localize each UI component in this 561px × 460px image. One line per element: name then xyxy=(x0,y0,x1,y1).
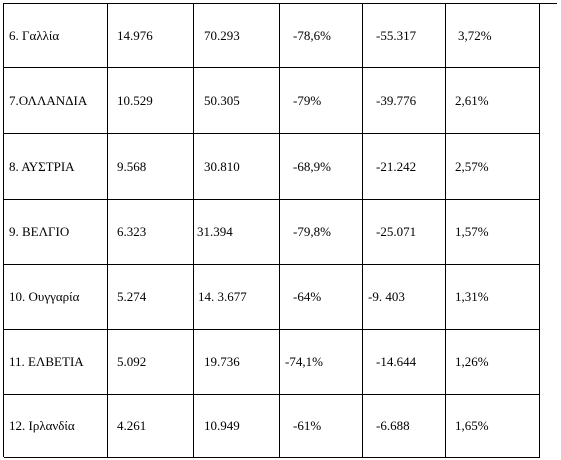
table-cell-share-cell: 1,65% xyxy=(446,395,540,458)
table-cell-percent-change-cell: -61% xyxy=(280,395,363,458)
table-cell-value-cell-1: 10.529 xyxy=(108,68,194,134)
table-cell-value-cell-1: 6.323 xyxy=(108,200,194,265)
table-cell-percent-change-cell: -64% xyxy=(280,265,363,330)
table-cell-change-cell: -14.644 xyxy=(363,330,446,395)
table-cell-share-cell: 1,31% xyxy=(446,265,540,330)
table-cell-share-cell: 2,57% xyxy=(446,134,540,200)
table-cell-value-cell-1: 4.261 xyxy=(108,395,194,458)
table-cell-value-cell-2: 19.736 xyxy=(194,330,280,395)
table-cell-share-cell: 2,61% xyxy=(446,68,540,134)
table-cell-country-cell: 9. ΒΕΛΓΙΟ xyxy=(4,200,108,265)
table-cell-change-cell: -6.688 xyxy=(363,395,446,458)
table-cell-change-cell: -25.071 xyxy=(363,200,446,265)
table-cell-value-cell-2: 10.949 xyxy=(194,395,280,458)
table-cell-value-cell-1: 5.274 xyxy=(108,265,194,330)
table-cell-percent-change-cell: -79,8% xyxy=(280,200,363,265)
table-cell-value-cell-2: 14. 3.677 xyxy=(194,265,280,330)
table-cell-share-cell: 1,26% xyxy=(446,330,540,395)
table-cell-country-cell: 7.ΟΛΛΑΝΔΙΑ xyxy=(4,68,108,134)
table-cell-share-cell: 1,57% xyxy=(446,200,540,265)
table-cell-country-cell: 10. Ουγγαρία xyxy=(4,265,108,330)
table-cell-value-cell-2: 70.293 xyxy=(194,4,280,68)
table-cell-value-cell-2: 30.810 xyxy=(194,134,280,200)
table-cell-percent-change-cell: -68,9% xyxy=(280,134,363,200)
table-cell-share-cell: 3,72% xyxy=(446,4,540,68)
table-cell-value-cell-2: 50.305 xyxy=(194,68,280,134)
table-cell-change-cell: -55.317 xyxy=(363,4,446,68)
table-cell-change-cell: -21.242 xyxy=(363,134,446,200)
table-cell-percent-change-cell: -74,1% xyxy=(280,330,363,395)
table-cell-value-cell-1: 5.092 xyxy=(108,330,194,395)
table-cell-percent-change-cell: -79% xyxy=(280,68,363,134)
table-cell-country-cell: 8. ΑΥΣΤΡΙΑ xyxy=(4,134,108,200)
table-cell-value-cell-1: 14.976 xyxy=(108,4,194,68)
table-cell-change-cell: -39.776 xyxy=(363,68,446,134)
data-table: 6. Γαλλία 14.976 70.293 -78,6% -55.317 3,72% 7… xyxy=(3,3,557,458)
table-cell-percent-change-cell: -78,6% xyxy=(280,4,363,68)
table-cell-change-cell: -9. 403 xyxy=(363,265,446,330)
table-cell-value-cell-1: 9.568 xyxy=(108,134,194,200)
table-cell-country-cell: 6. Γαλλία xyxy=(4,4,108,68)
table-cell-country-cell: 12. Ιρλανδία xyxy=(4,395,108,458)
table-cell-country-cell: 11. ΕΛΒΕΤΙΑ xyxy=(4,330,108,395)
table-cell-value-cell-2: 31.394 xyxy=(194,200,280,265)
